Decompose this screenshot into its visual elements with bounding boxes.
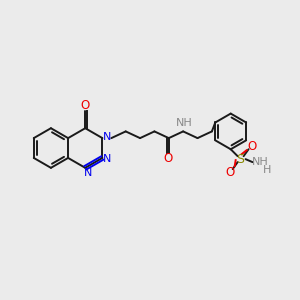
Text: NH: NH <box>252 157 269 167</box>
Text: N: N <box>103 132 112 142</box>
Text: N: N <box>84 168 92 178</box>
Text: O: O <box>225 166 234 178</box>
Text: O: O <box>163 152 172 165</box>
Text: S: S <box>237 153 244 166</box>
Text: NH: NH <box>176 118 193 128</box>
Text: O: O <box>247 140 256 153</box>
Text: N: N <box>103 154 112 164</box>
Text: O: O <box>81 99 90 112</box>
Text: H: H <box>263 165 272 175</box>
